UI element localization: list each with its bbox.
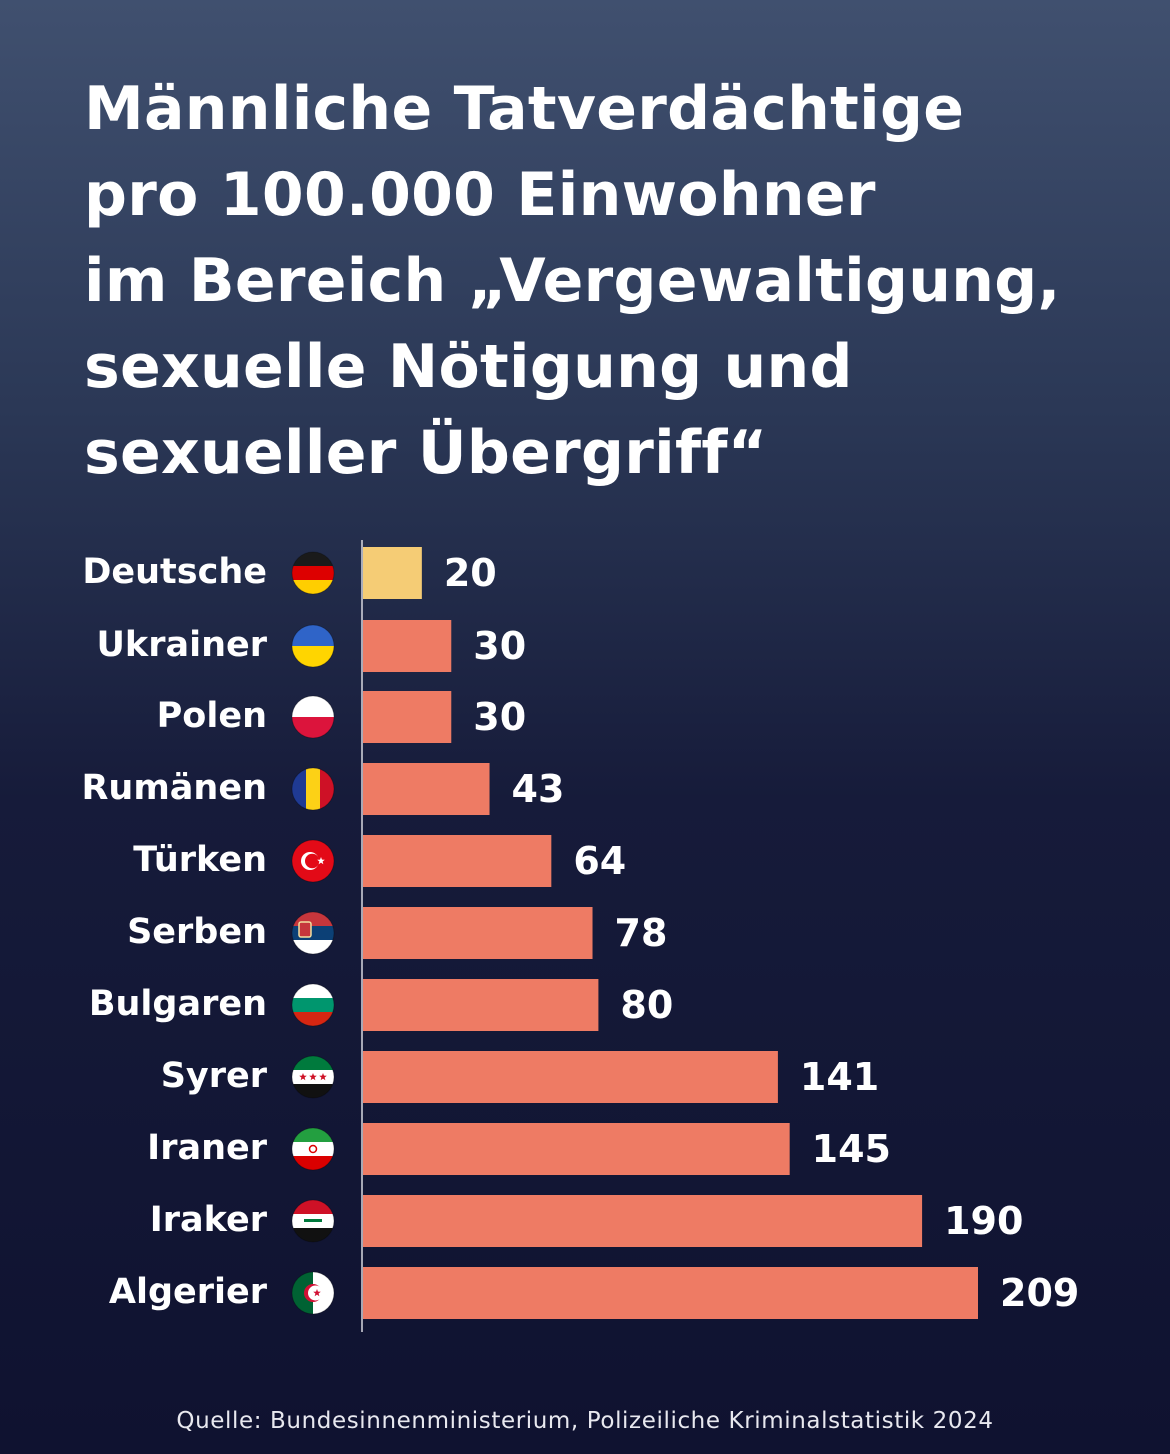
poland-flag-icon — [291, 695, 335, 739]
ukraine-flag-icon — [291, 624, 335, 668]
bar — [363, 1123, 790, 1175]
title-line: sexuelle Nötigung und — [84, 332, 853, 402]
turkey-flag-icon — [291, 839, 335, 883]
category-label: Iraker — [150, 1200, 268, 1240]
category-label: Deutsche — [82, 552, 267, 592]
category-label: Rumänen — [81, 768, 267, 808]
data-label: 30 — [473, 624, 526, 668]
bar — [363, 547, 422, 599]
data-label: 190 — [944, 1199, 1023, 1243]
category-label: Iraner — [147, 1128, 268, 1168]
bar — [363, 1195, 923, 1247]
bar — [363, 907, 593, 959]
data-label: 43 — [512, 767, 565, 811]
source-note: Quelle: Bundesinnenministerium, Polizeil… — [176, 1408, 994, 1434]
bar — [363, 1051, 778, 1103]
category-label: Algerier — [109, 1272, 268, 1312]
bar — [363, 763, 490, 815]
category-label: Syrer — [161, 1056, 268, 1096]
category-label: Türken — [133, 840, 267, 880]
iran-flag-icon — [291, 1127, 335, 1171]
title-line: Männliche Tatverdächtige — [84, 74, 965, 144]
data-label: 78 — [615, 911, 668, 955]
data-label: 64 — [573, 839, 626, 883]
iraq-flag-icon — [291, 1199, 335, 1243]
data-label: 209 — [1000, 1271, 1079, 1315]
category-label: Polen — [157, 696, 267, 736]
data-label: 80 — [620, 983, 673, 1027]
title-line: sexueller Übergriff“ — [84, 418, 768, 488]
bulgaria-flag-icon — [291, 983, 335, 1027]
germany-flag-icon — [291, 551, 335, 595]
syria-flag-icon — [291, 1055, 335, 1099]
title-line: pro 100.000 Einwohner — [84, 160, 876, 230]
title-line: im Bereich „Vergewaltigung, — [84, 246, 1061, 316]
chart-title: Männliche Tatverdächtige pro 100.000 Ein… — [84, 66, 1061, 496]
romania-flag-icon — [291, 767, 335, 811]
data-label: 141 — [800, 1055, 879, 1099]
data-label: 145 — [812, 1127, 891, 1171]
bar — [363, 979, 599, 1031]
bar — [363, 835, 552, 887]
algeria-flag-icon — [291, 1271, 335, 1315]
bar — [363, 1267, 978, 1319]
data-label: 30 — [473, 695, 526, 739]
bar — [363, 620, 452, 672]
category-label: Bulgaren — [89, 984, 267, 1024]
category-label: Ukrainer — [97, 625, 268, 665]
data-label: 20 — [444, 551, 497, 595]
serbia-flag-icon — [291, 911, 335, 955]
category-label: Serben — [127, 912, 267, 952]
bar — [363, 691, 452, 743]
